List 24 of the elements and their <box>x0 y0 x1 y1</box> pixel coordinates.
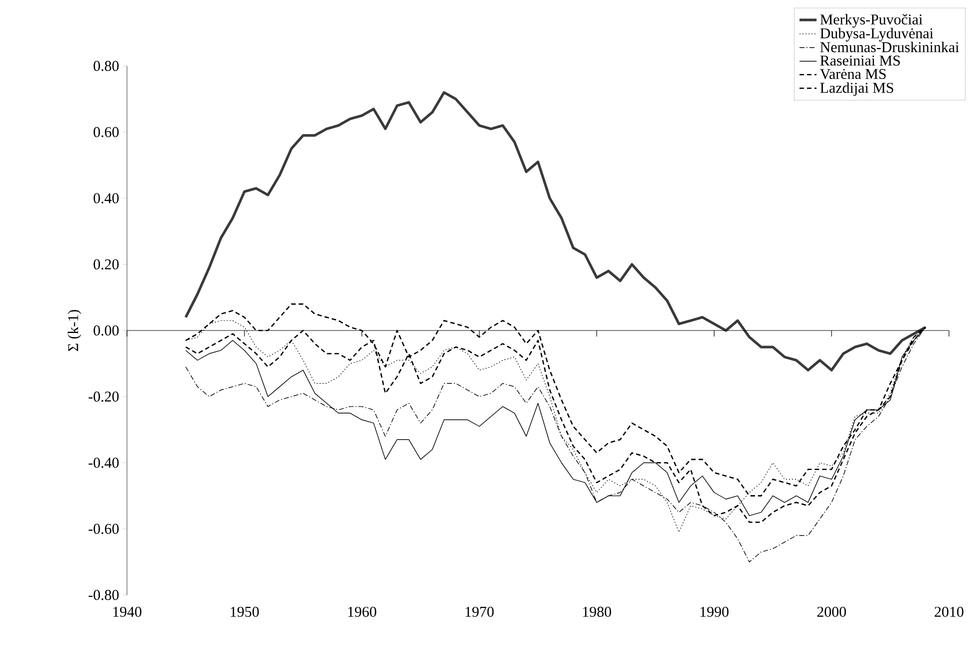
y-tick-label: -0.40 <box>88 458 119 468</box>
y-tick-label: 0.40 <box>94 193 119 204</box>
y-tick-label: 0.20 <box>94 259 119 270</box>
y-tick-label: 0.60 <box>94 127 119 138</box>
legend-label: Lazdijai MS <box>820 82 894 96</box>
x-tick-label: 1980 <box>583 606 612 617</box>
x-tick-label: 1960 <box>348 606 376 617</box>
x-tick-label: 1990 <box>700 606 729 617</box>
y-tick-label: 0.80 <box>94 60 119 72</box>
legend-label: Dubysa-Lyduvėnai <box>820 28 934 42</box>
legend-label: Nemunas-Druskininkai <box>820 42 959 52</box>
legend-label: Varėna MS <box>820 68 886 80</box>
y-tick-label: -0.20 <box>88 392 119 402</box>
y-axis-title: Σ (k-1) <box>68 310 82 352</box>
x-tick-label: 1940 <box>113 606 142 617</box>
x-tick-label: 2000 <box>817 606 846 617</box>
y-tick-label: -0.60 <box>88 524 119 534</box>
x-tick-label: 1970 <box>466 606 494 617</box>
y-tick-label: -0.80 <box>88 590 119 600</box>
y-tick-label: 0.00 <box>94 325 119 336</box>
x-tick-label: 1950 <box>230 606 259 617</box>
x-tick-label: 2010 <box>934 606 964 617</box>
legend-label: Merkys-Puvočiai <box>820 14 922 28</box>
legend-label: Raseiniai MS <box>820 56 900 66</box>
